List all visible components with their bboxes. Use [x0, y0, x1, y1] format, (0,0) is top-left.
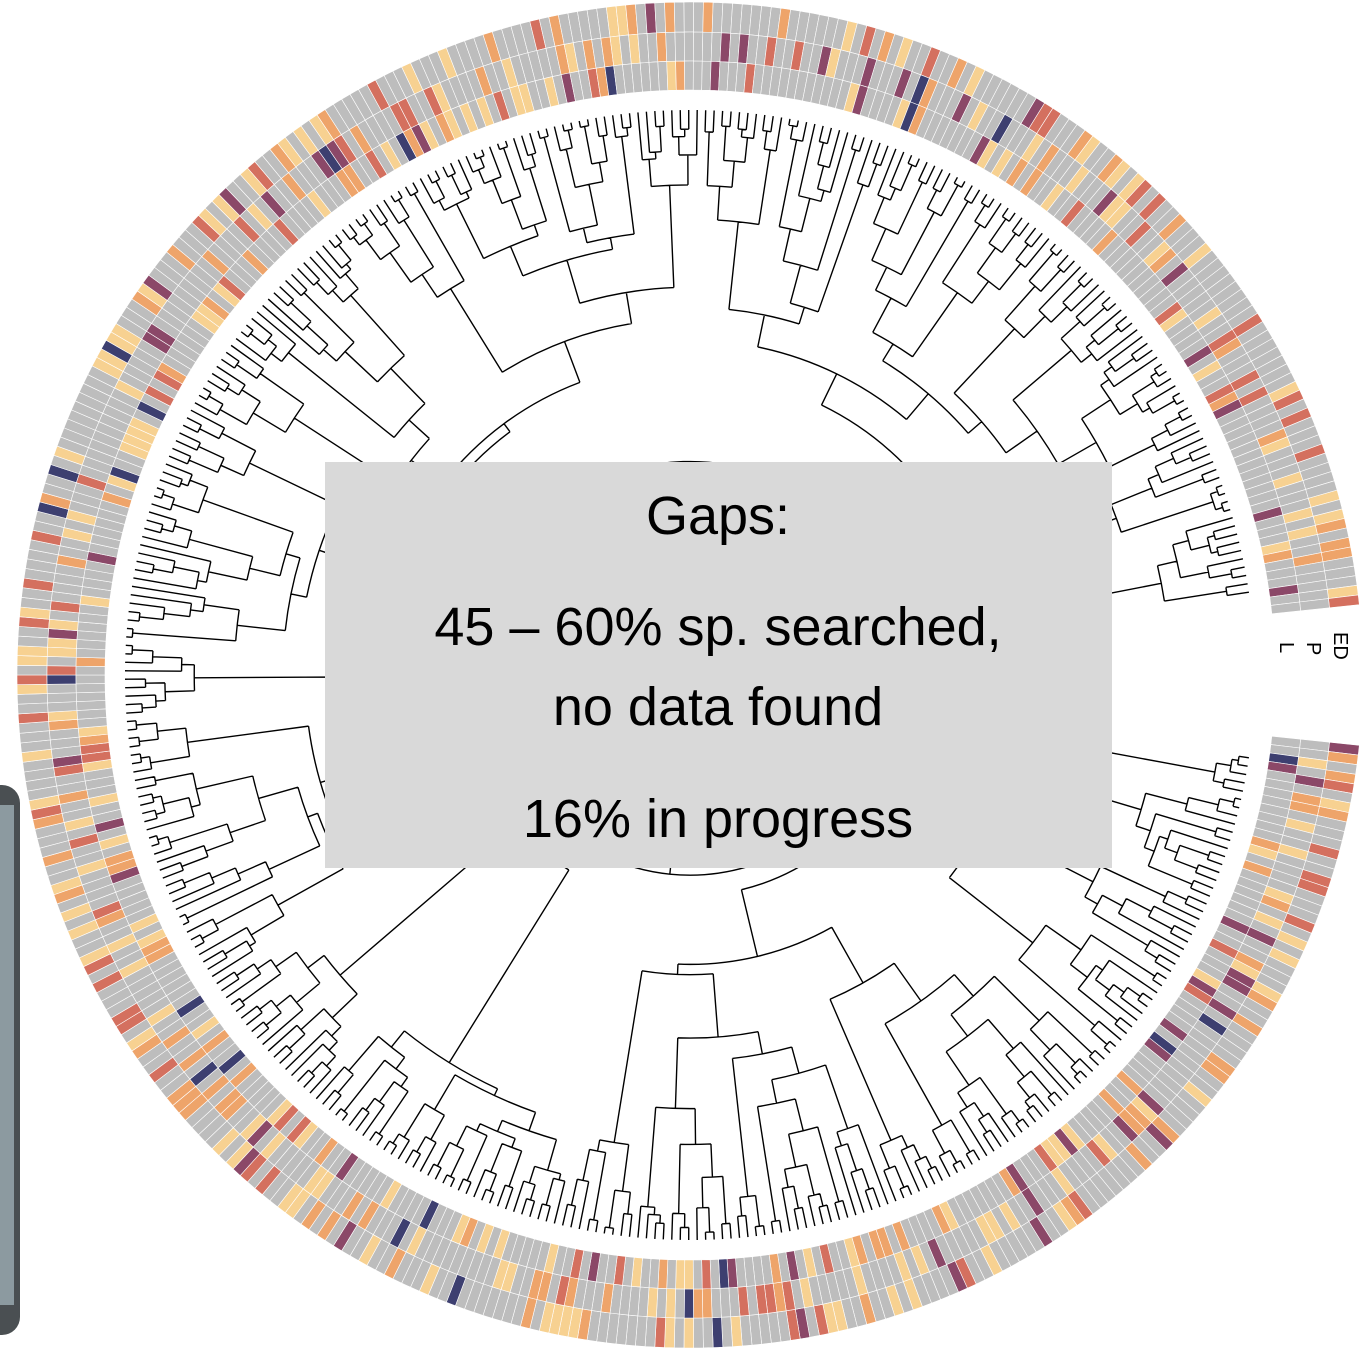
page: ED P L Gaps: 45 – 60% sp. searched, no d…	[0, 0, 1367, 1352]
heatmap-cell	[702, 1260, 711, 1289]
heatmap-cell	[684, 2, 694, 32]
heatmap-cell	[17, 665, 47, 675]
heatmap-cell	[684, 61, 693, 90]
heatmap-cell	[702, 61, 711, 90]
heatmap-cell	[720, 1288, 731, 1317]
heatmap-cell	[684, 1260, 693, 1289]
heatmap-cell	[655, 2, 666, 32]
heatmap-cell	[47, 666, 76, 675]
heatmap-cell	[694, 1318, 704, 1348]
box-line: 45 – 60% sp. searched,	[434, 597, 1001, 657]
heatmap-cell	[666, 32, 676, 61]
heatmap-cell	[17, 694, 47, 705]
heatmap-cell	[658, 61, 668, 90]
box-line: no data found	[553, 677, 883, 737]
heatmap-cell	[676, 1260, 685, 1289]
slide: ED P L Gaps: 45 – 60% sp. searched, no d…	[0, 0, 1367, 1352]
heatmap-cell	[693, 1260, 702, 1289]
ring-label: P	[1302, 642, 1324, 655]
heatmap-cell	[711, 1288, 721, 1317]
ring-labels: ED P L	[1275, 632, 1351, 660]
box-title: Gaps:	[646, 486, 790, 546]
heatmap-cell	[17, 646, 47, 657]
heatmap-cell	[710, 1259, 720, 1288]
heatmap-cell	[702, 32, 712, 61]
heatmap-cell	[693, 1289, 702, 1318]
heatmap-cell	[712, 2, 723, 32]
heatmap-cell	[693, 32, 702, 61]
photo-detail	[0, 805, 14, 1305]
heatmap-cell	[674, 2, 684, 32]
heatmap-cell	[647, 33, 658, 62]
heatmap-cell	[76, 683, 105, 692]
heatmap-cell	[665, 2, 675, 32]
heatmap-cell	[17, 675, 47, 685]
heatmap-cell	[645, 3, 656, 34]
heatmap-cell	[17, 656, 47, 666]
heatmap-cell	[76, 692, 105, 702]
heatmap-cell	[667, 1260, 677, 1289]
heatmap-cell	[674, 1318, 684, 1348]
heatmap-cell	[712, 1317, 723, 1347]
heatmap-cell	[76, 657, 105, 666]
heatmap-cell	[675, 1289, 685, 1318]
heatmap-cell	[656, 32, 666, 61]
heatmap-cell	[667, 61, 677, 90]
heatmap-cell	[694, 2, 704, 32]
ring-label: ED	[1329, 632, 1351, 660]
heatmap-cell	[47, 647, 76, 657]
heatmap-cell	[684, 32, 693, 61]
heatmap-cell	[76, 648, 105, 658]
heatmap-cell	[47, 675, 76, 684]
heatmap-cell	[684, 1318, 694, 1348]
heatmap-cell	[702, 1289, 712, 1318]
heatmap-cell	[703, 1318, 713, 1348]
ring-label: L	[1275, 642, 1297, 653]
heatmap-cell	[76, 675, 105, 684]
heatmap-cell	[77, 700, 106, 710]
heatmap-cell	[48, 702, 77, 713]
heatmap-cell	[676, 61, 685, 90]
heatmap-cell	[17, 684, 47, 694]
heatmap-cell	[47, 656, 76, 666]
heatmap-cell	[719, 1259, 729, 1288]
heatmap-cell	[47, 684, 76, 694]
heatmap-cell	[666, 1289, 676, 1318]
box-footer: 16% in progress	[523, 789, 913, 849]
heatmap-cell	[675, 32, 685, 61]
heatmap-cell	[684, 1289, 693, 1318]
heatmap-cell	[721, 1317, 732, 1347]
heatmap-cell	[76, 666, 105, 675]
heatmap-cell	[47, 693, 76, 703]
heatmap-cell	[18, 703, 48, 714]
heatmap-cell	[711, 32, 721, 61]
heatmap-cell	[693, 61, 702, 90]
heatmap-cell	[665, 1318, 675, 1348]
heatmap-cell	[703, 2, 713, 32]
